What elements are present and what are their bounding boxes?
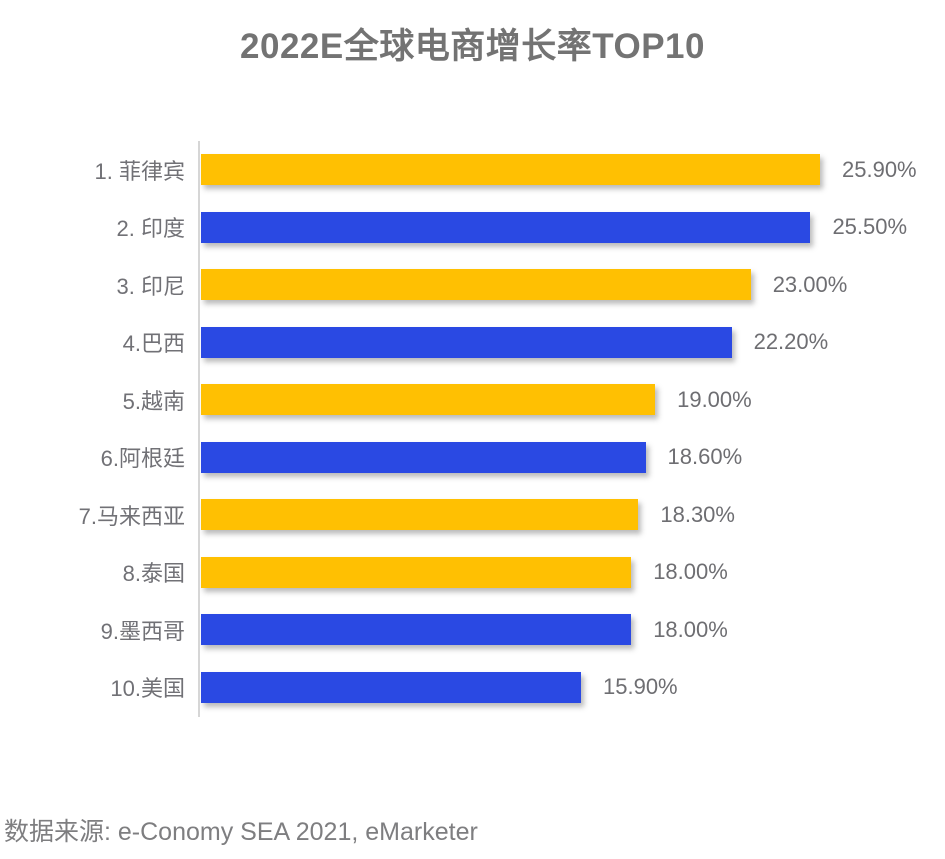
category-label: 10.美国 — [110, 676, 185, 702]
category-label: 2. 印度 — [116, 216, 185, 242]
value-label: 25.90% — [842, 156, 917, 182]
bar-row: 2. 印度 25.50% — [0, 199, 945, 257]
category-label: 6.阿根廷 — [100, 446, 185, 472]
bar-row: 3. 印尼 23.00% — [0, 256, 945, 314]
bar-row: 8.泰国 18.00% — [0, 544, 945, 602]
bar — [201, 211, 811, 243]
bar — [201, 269, 751, 301]
value-label: 18.60% — [667, 444, 743, 470]
bar-row: 10.美国 15.90% — [0, 659, 945, 717]
value-label: 18.30% — [660, 501, 735, 527]
chart-title: 2022E全球电商增长率TOP10 — [240, 27, 705, 66]
value-label: 19.00% — [677, 386, 752, 412]
bar-chart: 1. 菲律宾 25.90% 2. 印度 25.50% 3. 印尼 23.00% 4.巴西 22… — [0, 141, 945, 717]
category-label: 1. 菲律宾 — [94, 158, 185, 184]
bar-rows-container: 1. 菲律宾 25.90% 2. 印度 25.50% 3. 印尼 23.00% 4.巴西 22… — [0, 141, 945, 716]
value-label: 18.00% — [653, 559, 728, 585]
y-axis-line — [198, 141, 200, 717]
value-label: 23.00% — [772, 271, 848, 297]
category-label: 5.越南 — [122, 388, 185, 414]
bar-row: 1. 菲律宾 25.90% — [0, 141, 945, 199]
data-source-note: 数据来源: e-Conomy SEA 2021, eMarketer — [4, 818, 478, 846]
bar — [201, 499, 639, 531]
category-label: 7.马来西亚 — [78, 503, 185, 529]
bar — [201, 671, 581, 703]
bar-row: 7.马来西亚 18.30% — [0, 486, 945, 544]
bar — [201, 326, 732, 358]
bar-row: 9.墨西哥 18.00% — [0, 601, 945, 659]
value-label: 25.50% — [832, 214, 908, 240]
bar — [201, 441, 646, 473]
category-label: 9.墨西哥 — [100, 618, 185, 644]
category-label: 4.巴西 — [122, 331, 185, 357]
bar — [201, 154, 820, 186]
bar-row: 6.阿根廷 18.60% — [0, 429, 945, 487]
category-label: 3. 印尼 — [116, 273, 185, 299]
value-label: 15.90% — [603, 674, 678, 700]
bar — [201, 614, 632, 646]
bar — [201, 384, 656, 416]
value-label: 18.00% — [653, 616, 728, 642]
value-label: 22.20% — [753, 329, 829, 355]
category-label: 8.泰国 — [122, 561, 185, 587]
bar-row: 5.越南 19.00% — [0, 371, 945, 429]
bar-row: 4.巴西 22.20% — [0, 314, 945, 372]
bar — [201, 556, 632, 588]
